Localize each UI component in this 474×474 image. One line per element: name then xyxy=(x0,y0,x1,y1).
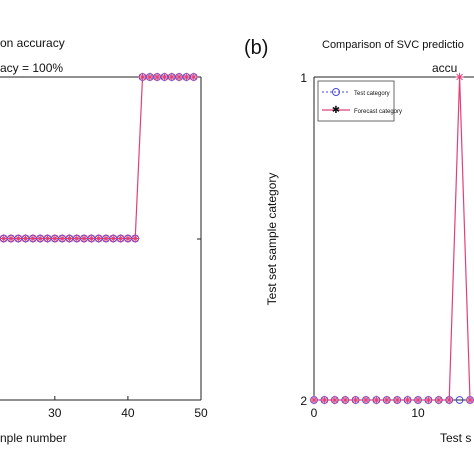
panel-b-forecast-point xyxy=(434,395,443,405)
panel-a-forecast-point xyxy=(72,234,81,243)
panel-a-forecast-point xyxy=(87,234,96,243)
panel-a-xlabel: nple number xyxy=(0,431,67,445)
panel-a-forecast-point xyxy=(182,72,191,82)
panel-b-forecast-point xyxy=(372,395,381,405)
panel-b-forecast-point xyxy=(382,395,391,405)
panel-a-forecast-markers xyxy=(0,72,198,243)
panel-b-title: Comparison of SVC predictio xyxy=(322,39,464,51)
panel-b-test-point xyxy=(455,396,464,404)
panel-b-forecast-point xyxy=(393,395,402,405)
panel-b-chart: (b) Comparison of SVC predictio accu 1 2… xyxy=(244,37,474,445)
panel-a-xtick-label-1: 40 xyxy=(121,406,135,420)
panel-a-forecast-point xyxy=(57,234,67,243)
panel-a-forecast-point xyxy=(94,234,103,243)
panel-b-ytick-label-1: 1 xyxy=(300,71,307,85)
panel-a-forecast-point xyxy=(160,72,169,82)
panel-b-ylabel: Test set sample category xyxy=(265,173,279,306)
panel-b-forecast-point xyxy=(445,395,454,405)
panel-b-forecast-point xyxy=(309,395,319,405)
panel-a-forecast-line xyxy=(3,76,194,240)
panel-b-forecast-point xyxy=(455,72,464,82)
panel-a-forecast-point xyxy=(21,234,30,243)
panel-b-annotation: accu xyxy=(432,61,457,75)
panel-a-forecast-point xyxy=(116,234,125,243)
panel-b-legend-box xyxy=(317,80,395,122)
legend-test-circle-icon xyxy=(332,88,340,96)
panel-a-forecast-point xyxy=(109,234,118,243)
panel-a-forecast-point xyxy=(79,234,89,243)
panel-a-forecast-point xyxy=(36,234,45,243)
panel-a-chart: on accuracy acy = 100% 30 40 50 nple numbe… xyxy=(0,36,208,445)
panel-a-forecast-point xyxy=(174,72,184,82)
panel-b-xtick-label-1: 10 xyxy=(411,406,425,420)
panel-a-forecast-point xyxy=(28,234,38,243)
panel-a-forecast-point xyxy=(167,72,176,82)
panel-a-forecast-point xyxy=(152,72,162,82)
panel-b-forecast-line xyxy=(314,76,474,401)
panel-b-xlabel: Test s xyxy=(440,431,471,445)
panel-a-forecast-point xyxy=(101,234,111,243)
panel-b-forecast-point xyxy=(320,395,329,405)
panel-a-test-markers xyxy=(0,73,198,243)
panel-a-forecast-point xyxy=(145,72,155,82)
panel-a-forecast-point xyxy=(0,234,8,243)
panel-a-forecast-point xyxy=(6,234,16,243)
panel-b-forecast-point xyxy=(330,395,339,405)
panel-a-forecast-point xyxy=(131,234,140,243)
panel-a-title: on accuracy xyxy=(0,36,65,50)
panel-a-forecast-point xyxy=(14,234,23,243)
panel-a-forecast-point xyxy=(138,72,147,82)
panel-a-xtick-label-2: 50 xyxy=(194,406,208,420)
panel-a-annotation: acy = 100% xyxy=(0,61,63,75)
panel-b-ytick-label-2: 2 xyxy=(300,394,307,408)
legend-forecast-star-icon: ✱ xyxy=(332,105,340,116)
panel-b-forecast-point xyxy=(361,395,371,405)
panel-a-xtick-label-0: 30 xyxy=(48,406,62,420)
panel-b-xtick-label-0: 0 xyxy=(311,406,318,420)
panel-a-x-ticks: 30 40 50 xyxy=(48,396,208,420)
panel-b-forecast-point xyxy=(341,395,350,405)
panel-b-forecast-point xyxy=(403,395,412,405)
panel-b-forecast-point xyxy=(465,395,474,405)
panel-b-forecast-point xyxy=(351,395,360,405)
panel-b-forecast-point xyxy=(424,395,433,405)
panel-b-forecast-point xyxy=(413,395,423,405)
panel-b-label: (b) xyxy=(244,37,268,59)
panel-a-forecast-point xyxy=(65,234,74,243)
legend-test-label: Test category xyxy=(354,91,390,97)
panel-a-forecast-point xyxy=(189,72,198,82)
panel-b-forecast-markers xyxy=(309,72,474,405)
panel-a-forecast-point xyxy=(50,234,60,243)
panel-a-forecast-point xyxy=(43,234,52,243)
panel-b-legend: Test category ✱ Forecast category xyxy=(317,80,402,122)
legend-forecast-label: Forecast category xyxy=(354,109,402,115)
panel-a-forecast-point xyxy=(123,234,133,243)
